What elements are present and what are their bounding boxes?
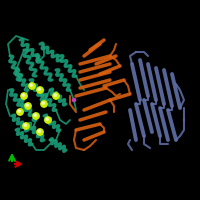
Circle shape [38,88,40,90]
Circle shape [37,87,43,93]
Circle shape [21,93,27,99]
Circle shape [23,123,29,129]
Circle shape [42,102,44,104]
Circle shape [30,84,32,86]
Circle shape [24,124,26,126]
Circle shape [17,109,23,115]
Circle shape [34,114,36,116]
Circle shape [41,101,47,107]
Circle shape [29,83,35,89]
Circle shape [45,117,51,123]
Circle shape [37,129,43,135]
Circle shape [54,94,56,96]
Circle shape [46,118,48,120]
Circle shape [33,113,39,119]
Circle shape [72,98,76,102]
Circle shape [26,104,28,106]
Circle shape [38,130,40,132]
Circle shape [18,110,20,112]
Circle shape [53,93,59,99]
Circle shape [22,94,24,96]
Circle shape [25,103,31,109]
